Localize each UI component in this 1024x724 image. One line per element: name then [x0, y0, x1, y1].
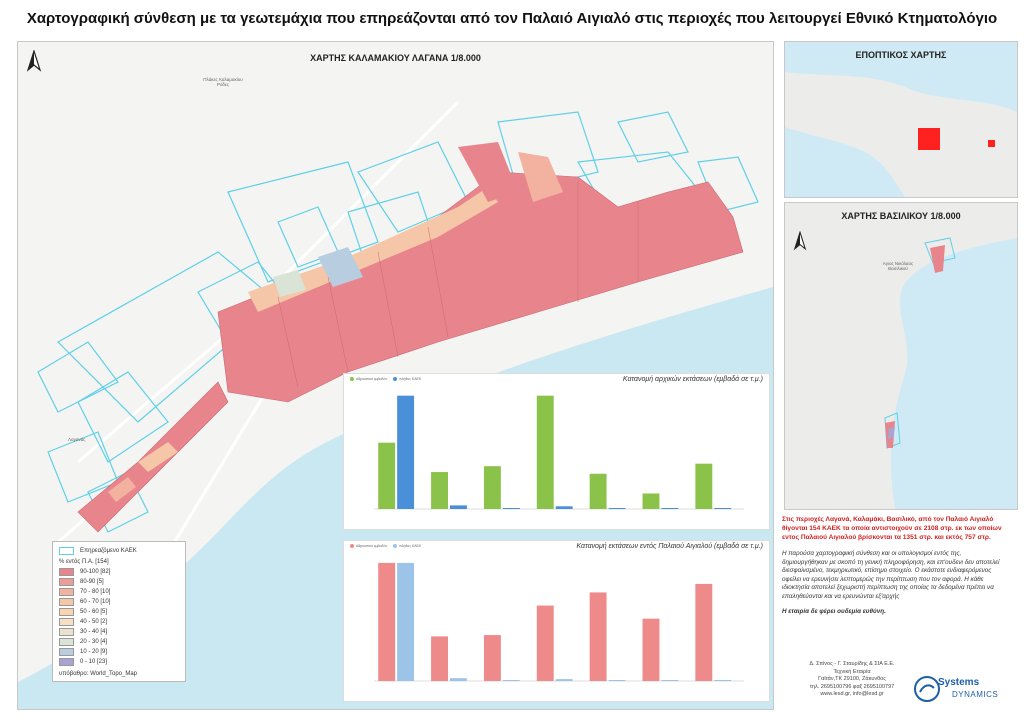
bar-Αθροιστικό εμβαδόν	[589, 592, 607, 681]
legend-item: 50 - 60 [5]	[59, 607, 179, 617]
legend-item: 40 - 50 [2]	[59, 617, 179, 627]
bar-πλήθος ΚΑΕΚ	[555, 506, 573, 509]
chart-legend: Αθροιστικό εμβαδόν πλήθος ΚΑΕΚ	[350, 377, 421, 381]
bar-πλήθος ΚΑΕΚ	[714, 508, 732, 509]
legend-swatch	[59, 628, 74, 636]
north-arrow-icon	[26, 50, 42, 72]
legend-item: 0 - 10 [23]	[59, 657, 179, 667]
bar-πλήθος ΚΑΕΚ	[714, 680, 732, 681]
legend-label: 20 - 30 [4]	[80, 639, 108, 645]
legend-header: % εντός Π.Α. [154]	[59, 559, 109, 565]
bar-πλήθος ΚΑΕΚ	[450, 505, 467, 509]
legend-swatch	[59, 618, 74, 626]
bar-πλήθος ΚΑΕΚ	[502, 680, 520, 681]
legend-item: 70 - 80 [10]	[59, 587, 179, 597]
bar-Αθροιστικό εμβαδόν	[536, 605, 554, 681]
bar-Αθροιστικό εμβαδόν	[695, 583, 713, 681]
legend-swatch	[59, 608, 74, 616]
bar-πλήθος ΚΑΕΚ	[661, 680, 679, 681]
info-panel: Στις περιοχές Λαγανά, Καλαμάκι, Βασιλικό…	[782, 515, 1007, 624]
chart-within-beach: Κατανομή εκτάσεων εντός Παλαιού Αιγιαλού…	[343, 540, 770, 702]
legend-item: 20 - 30 [4]	[59, 637, 179, 647]
map-legend: Επηρεαζόμενο ΚΑΕΚ % εντός Π.Α. [154] 90-…	[52, 541, 186, 682]
company-logo: Systems DYNAMICS	[912, 668, 1002, 708]
legend-swatch	[59, 638, 74, 646]
legend-label: 80-90 [5]	[80, 579, 104, 585]
legend-label: 40 - 50 [2]	[80, 619, 108, 625]
legend-item: 90-100 [82]	[59, 567, 179, 577]
legend-swatch	[59, 658, 74, 666]
bar-Αθροιστικό εμβαδόν	[536, 395, 554, 509]
inset-map-canvas	[785, 203, 1017, 509]
north-arrow-icon	[793, 231, 807, 251]
place-label-kalamaki: Πλάκες Καλαμακίου Ρόδες	[203, 77, 243, 87]
bar-Αθροιστικό εμβαδόν	[378, 562, 396, 681]
place-label-laganas: Λαγανάς	[68, 437, 86, 442]
legend-label: 10 - 20 [9]	[80, 649, 108, 655]
bar-Αθροιστικό εμβαδόν	[378, 442, 396, 509]
legend-item: 80-90 [5]	[59, 577, 179, 587]
overview-map-canvas	[785, 72, 1017, 197]
legend-items: 90-100 [82] 80-90 [5] 70 - 80 [10] 60 - 70 …	[59, 567, 179, 667]
bar-πλήθος ΚΑΕΚ	[397, 562, 415, 681]
liability-text: Η εταιρία δε φέρει ουδεμία ευθύνη.	[782, 608, 886, 615]
bar-Αθροιστικό εμβαδόν	[483, 635, 501, 681]
disclaimer-text: Η παρούσα χαρτογραφική σύνθεση και οι υπ…	[782, 550, 1000, 600]
legend-item: 60 - 70 [10]	[59, 597, 179, 607]
legend-basemap: υπόβαθρο: World_Topo_Map	[59, 671, 138, 677]
legend-label: 0 - 10 [23]	[80, 659, 108, 665]
summary-highlight: Στις περιοχές Λαγανά, Καλαμάκι, Βασιλικό…	[782, 516, 1002, 541]
legend-item: 10 - 20 [9]	[59, 647, 179, 657]
bar-πλήθος ΚΑΕΚ	[450, 678, 467, 681]
legend-label: 50 - 60 [5]	[80, 609, 108, 615]
bar-πλήθος ΚΑΕΚ	[661, 508, 679, 509]
bar-Αθροιστικό εμβαδόν	[483, 466, 501, 509]
legend-label: 30 - 40 [4]	[80, 629, 108, 635]
chart-legend: Αθροιστικό εμβαδόν πλήθος ΚΑΕΚ	[350, 544, 421, 548]
logo-icon	[914, 676, 940, 702]
chart-initial-areas: Κατανομή αρχικών εκτάσεων (εμβαδά σε τ.μ…	[343, 373, 770, 530]
main-map-title: ΧΑΡΤΗΣ ΚΑΛΑΜΑΚΙΟΥ ΛΑΓΑΝΑ 1/8.000	[310, 53, 481, 63]
bar-πλήθος ΚΑΕΚ	[397, 395, 415, 509]
company-info: Δ. Σπίνος - Γ. Σταυρίδης & ΣΙΑ Ε.Ε. Τεχν…	[809, 661, 895, 697]
bar-πλήθος ΚΑΕΚ	[608, 680, 626, 681]
bar-πλήθος ΚΑΕΚ	[608, 508, 626, 509]
legend-label: 70 - 80 [10]	[80, 589, 111, 595]
chart-title: Κατανομή αρχικών εκτάσεων (εμβαδά σε τ.μ…	[622, 376, 763, 383]
inset-map-title: ΧΑΡΤΗΣ ΒΑΣΙΛΙΚΟΥ 1/8.000	[841, 211, 961, 221]
overview-map[interactable]: ΕΠΟΠΤΙΚΟΣ ΧΑΡΤΗΣ	[784, 41, 1018, 198]
bar-Αθροιστικό εμβαδόν	[642, 618, 660, 681]
chart-canvas	[374, 562, 744, 682]
legend-swatch	[59, 648, 74, 656]
legend-label: 60 - 70 [10]	[80, 599, 111, 605]
bar-Αθροιστικό εμβαδόν	[431, 472, 448, 509]
chart-title: Κατανομή εκτάσεων εντός Παλαιού Αιγιαλού…	[576, 543, 763, 550]
bar-Αθροιστικό εμβαδόν	[695, 463, 713, 509]
inset-place-label: Αγιος Νικόλαος Βασιλικού	[882, 261, 914, 271]
chart-canvas	[374, 395, 744, 510]
legend-item: 30 - 40 [4]	[59, 627, 179, 637]
bar-πλήθος ΚΑΕΚ	[555, 679, 573, 681]
bar-Αθροιστικό εμβαδόν	[589, 473, 607, 509]
inset-map[interactable]: ΧΑΡΤΗΣ ΒΑΣΙΛΙΚΟΥ 1/8.000 Αγιος Νικόλαος …	[784, 202, 1018, 510]
legend-affected: Επηρεαζόμενο ΚΑΕΚ	[59, 546, 179, 556]
legend-swatch	[59, 568, 74, 576]
bar-Αθροιστικό εμβαδόν	[431, 636, 448, 681]
overview-map-title: ΕΠΟΠΤΙΚΟΣ ΧΑΡΤΗΣ	[855, 50, 947, 60]
page-title: Χαρτογραφική σύνθεση με τα γεωτεμάχια πο…	[26, 10, 998, 27]
legend-swatch	[59, 588, 74, 596]
legend-swatch	[59, 578, 74, 586]
legend-label: 90-100 [82]	[80, 569, 111, 575]
bar-Αθροιστικό εμβαδόν	[642, 493, 660, 509]
bar-πλήθος ΚΑΕΚ	[502, 508, 520, 509]
legend-swatch	[59, 598, 74, 606]
